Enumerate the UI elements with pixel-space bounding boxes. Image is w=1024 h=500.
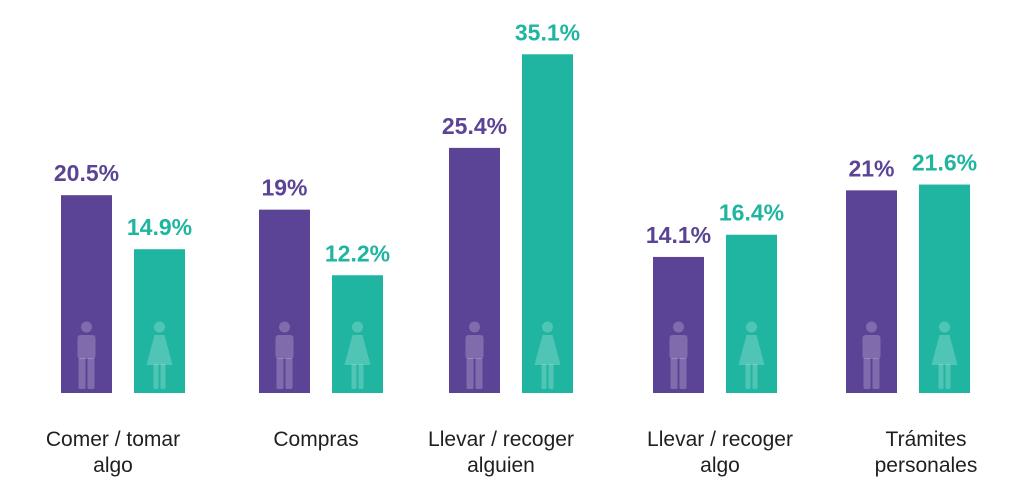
category-label-0-line-0: Comer / tomar — [46, 428, 180, 451]
man-icon — [77, 321, 96, 389]
value-label-men-2: 25.4% — [442, 113, 507, 139]
category-label-1-line-0: Compras — [273, 428, 358, 451]
woman-icon — [344, 321, 371, 389]
category-label-4-line-1: personales — [875, 454, 978, 477]
category-label-0-line-1: algo — [93, 454, 133, 477]
value-label-women-2: 35.1% — [515, 19, 580, 45]
bar-men-4 — [846, 190, 897, 393]
value-label-men-0: 20.5% — [54, 160, 119, 186]
man-icon — [465, 321, 484, 389]
labels-layer: 20.5% 19% 25.4% 14.1% 21% 14.9% 12.2% 35.1% 16.4… — [54, 19, 977, 266]
bars-layer — [61, 54, 970, 393]
woman-icon — [534, 321, 561, 389]
value-label-men-4: 21% — [848, 155, 894, 181]
category-label-3-line-0: Llevar / recoger — [647, 428, 793, 451]
value-label-women-1: 12.2% — [325, 240, 390, 266]
value-label-women-4: 21.6% — [912, 150, 977, 176]
bar-men-1 — [259, 209, 310, 393]
bar-men-0 — [61, 195, 112, 393]
bar-women-0 — [134, 249, 185, 393]
bar-women-1 — [332, 275, 383, 393]
man-icon — [669, 321, 688, 389]
value-label-women-3: 16.4% — [719, 200, 784, 226]
category-label-4-line-0: Trámites — [886, 428, 967, 451]
bar-women-2 — [522, 54, 573, 393]
woman-icon — [146, 321, 173, 389]
man-icon — [275, 321, 294, 389]
woman-icon — [738, 321, 765, 389]
category-label-2-line-1: alguien — [467, 454, 535, 477]
category-label-2-line-0: Llevar / recoger — [428, 428, 574, 451]
category-label-3-line-1: algo — [700, 454, 740, 477]
man-icon — [862, 321, 881, 389]
value-label-men-3: 14.1% — [646, 222, 711, 248]
category-labels: Comer / tomar algo Compras Llevar / recoger… — [46, 428, 977, 477]
value-label-women-0: 14.9% — [127, 214, 192, 240]
bar-women-4 — [919, 184, 970, 393]
bar-men-3 — [653, 256, 704, 393]
bar-men-2 — [449, 147, 500, 393]
value-label-men-1: 19% — [261, 175, 307, 201]
woman-icon — [931, 321, 958, 389]
bar-women-3 — [726, 234, 777, 393]
